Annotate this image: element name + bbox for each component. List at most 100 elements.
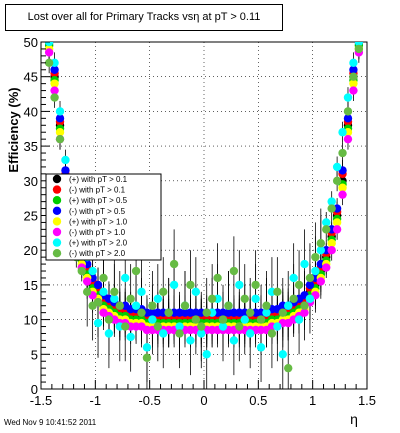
axes: -1.5 -1 -0.5 0 0.5 1 1.5 0 5 10 15 20 25 30 35 40 45 50 <box>24 35 377 408</box>
data-point <box>44 58 54 68</box>
data-point <box>273 322 282 331</box>
data-point <box>338 190 347 199</box>
data-point <box>338 128 347 137</box>
data-point <box>115 301 124 310</box>
data-point <box>300 301 309 310</box>
x-tick-label: 0 <box>200 393 207 408</box>
data-point <box>338 148 347 158</box>
data-point <box>142 343 152 352</box>
data-point <box>305 273 315 283</box>
data-point <box>235 280 244 290</box>
data-point <box>343 134 353 144</box>
data-point <box>305 294 315 303</box>
data-point <box>343 93 353 102</box>
y-tick-label: 25 <box>24 209 38 224</box>
data-point <box>332 218 342 227</box>
data-point <box>88 266 97 276</box>
data-point <box>77 266 86 276</box>
data-point <box>349 72 358 81</box>
legend-box <box>45 173 162 261</box>
x-tick-label: -0.5 <box>138 393 160 408</box>
data-point <box>305 280 315 290</box>
data-point <box>137 287 146 297</box>
y-tick-label: 20 <box>24 243 38 258</box>
y-tick-label: 50 <box>24 35 38 50</box>
data-point <box>93 280 103 290</box>
data-point <box>262 308 271 317</box>
data-point <box>148 315 157 324</box>
data-point <box>338 183 347 192</box>
data-point <box>289 294 298 303</box>
data-point <box>316 277 326 286</box>
y-tick-label: 10 <box>24 313 38 328</box>
timestamp-footer: Wed Nov 9 10:41:52 2011 <box>4 418 97 427</box>
data-point <box>284 301 293 310</box>
legend-marker <box>52 217 62 226</box>
data-point <box>311 252 320 262</box>
data-point <box>159 329 168 338</box>
legend-entry: (-) with pT > 2.0 <box>69 249 126 258</box>
data-point <box>82 287 92 297</box>
data-point <box>294 280 304 290</box>
legend-marker <box>52 238 62 247</box>
data-point <box>218 322 228 331</box>
data-point <box>256 343 266 352</box>
legend-marker <box>52 196 62 205</box>
data-point <box>137 308 146 317</box>
data-point <box>229 336 239 345</box>
data-point <box>164 308 173 317</box>
data-point <box>349 65 358 74</box>
data-point <box>322 218 331 227</box>
data-point <box>213 273 222 283</box>
y-tick-label: 40 <box>24 104 38 119</box>
legend-entry: (+) with pT > 2.0 <box>69 239 128 248</box>
legend: (+) with pT > 0.1(-) with pT > 0.1(+) wi… <box>45 173 162 261</box>
y-tick-label: 45 <box>24 70 38 85</box>
y-tick-label: 35 <box>24 139 38 154</box>
data-point <box>55 128 65 137</box>
chart-title: Lost over all for Primary Tracks vsη at … <box>5 4 283 31</box>
data-point <box>175 329 184 338</box>
x-tick-label: 1.5 <box>358 393 376 408</box>
data-point <box>55 134 65 144</box>
legend-marker <box>52 185 62 194</box>
data-point <box>207 294 217 303</box>
y-tick-label: 30 <box>24 174 38 189</box>
data-point <box>332 176 342 185</box>
data-point <box>354 42 364 47</box>
data-point <box>50 86 59 95</box>
data-point <box>110 287 119 297</box>
data-point <box>126 332 135 342</box>
data-point <box>245 308 255 317</box>
data-point <box>131 301 141 310</box>
data-point <box>82 277 92 286</box>
data-point <box>300 308 309 317</box>
x-tick-label: -1.5 <box>30 393 52 408</box>
x-axis-label: η <box>350 411 358 427</box>
data-point <box>343 114 353 123</box>
data-point <box>110 294 119 303</box>
data-point <box>104 329 114 338</box>
data-point <box>343 107 353 116</box>
data-point <box>289 273 298 283</box>
data-point <box>278 308 287 317</box>
data-point <box>202 350 211 359</box>
data-point <box>55 107 65 116</box>
data-point <box>93 318 103 328</box>
data-point <box>262 301 271 310</box>
data-point <box>191 287 201 297</box>
legend-marker <box>52 206 62 215</box>
data-point <box>327 204 336 213</box>
data-point <box>316 246 326 255</box>
data-point <box>311 266 320 276</box>
data-point <box>186 280 195 290</box>
legend-marker <box>52 227 62 237</box>
data-point <box>349 79 358 88</box>
y-tick-label: 15 <box>24 278 38 293</box>
x-tick-label: 0.5 <box>249 393 267 408</box>
data-point <box>284 363 293 373</box>
data-point <box>294 315 304 324</box>
data-point <box>278 350 287 359</box>
data-point <box>316 239 326 248</box>
